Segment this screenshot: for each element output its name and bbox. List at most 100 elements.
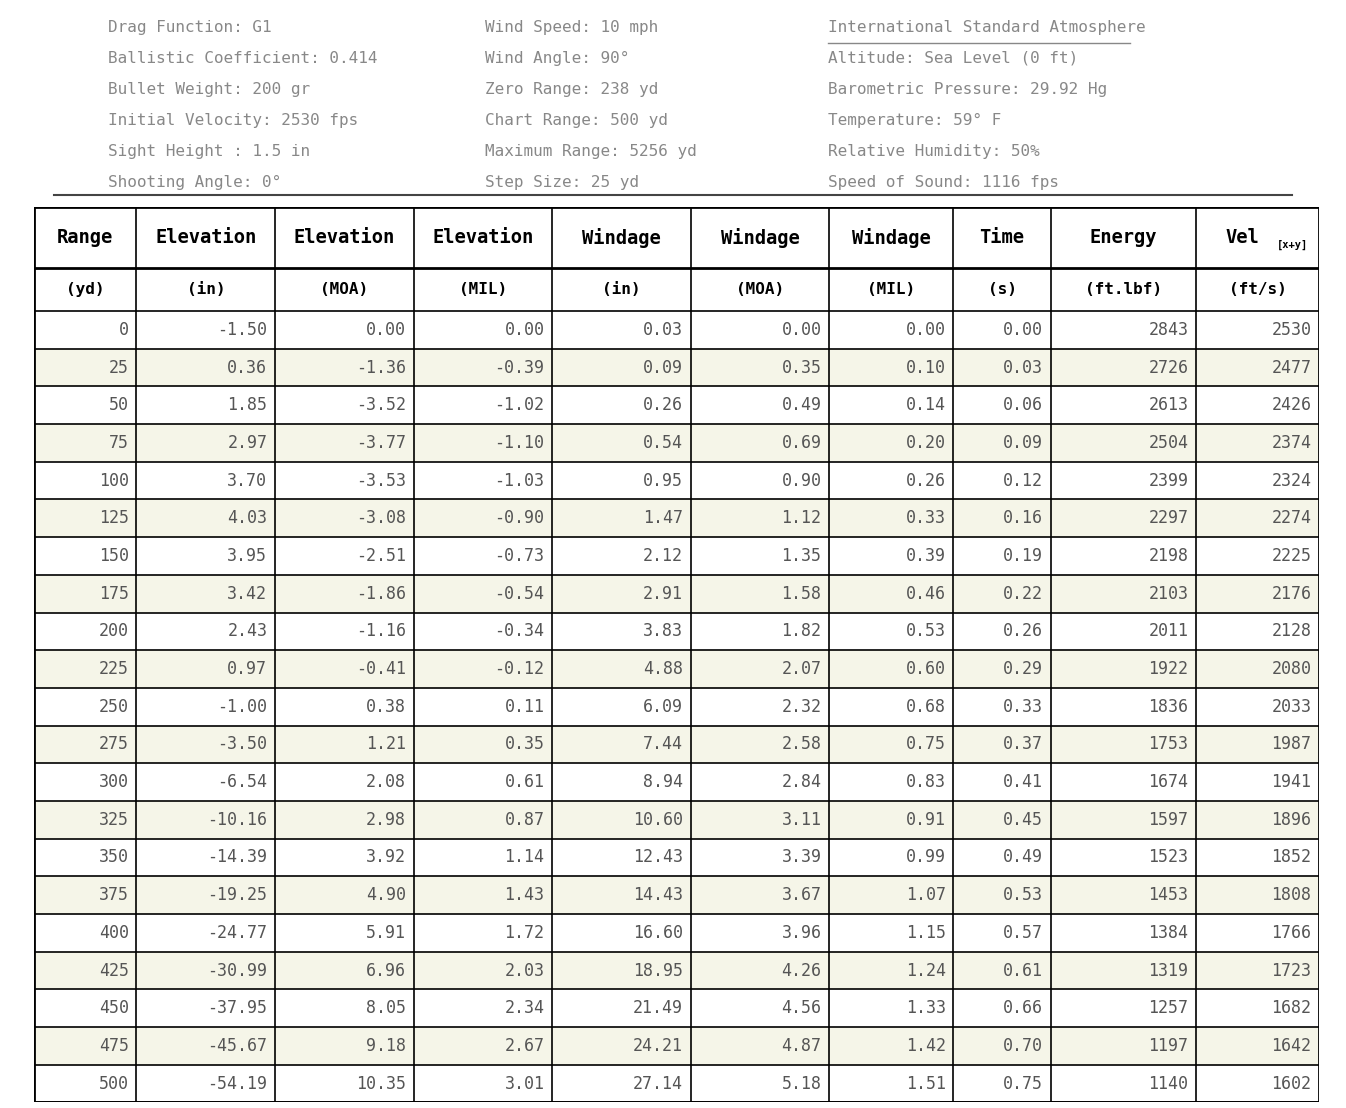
Text: 1.43: 1.43 bbox=[505, 886, 544, 904]
Text: 0.61: 0.61 bbox=[1003, 962, 1043, 979]
Text: 1836: 1836 bbox=[1148, 698, 1189, 716]
Text: 2128: 2128 bbox=[1272, 623, 1311, 640]
Text: 0.20: 0.20 bbox=[906, 434, 946, 452]
Text: 0.75: 0.75 bbox=[906, 736, 946, 753]
Text: 0.36: 0.36 bbox=[227, 359, 268, 377]
Text: -1.10: -1.10 bbox=[494, 434, 544, 452]
Text: 0.10: 0.10 bbox=[906, 359, 946, 377]
Bar bbox=[34, 500, 1319, 537]
Text: Barometric Pressure: 29.92 Hg: Barometric Pressure: 29.92 Hg bbox=[828, 82, 1106, 96]
Bar bbox=[34, 726, 1319, 763]
Bar bbox=[34, 424, 1319, 462]
Bar bbox=[34, 876, 1319, 914]
Text: 1766: 1766 bbox=[1272, 924, 1311, 942]
Text: 10.60: 10.60 bbox=[633, 811, 682, 829]
Text: 1.24: 1.24 bbox=[906, 962, 946, 979]
Text: -37.95: -37.95 bbox=[207, 999, 268, 1017]
Text: 3.70: 3.70 bbox=[227, 472, 268, 490]
Text: -3.53: -3.53 bbox=[355, 472, 406, 490]
Text: 3.39: 3.39 bbox=[782, 849, 821, 866]
Text: Chart Range: 500 yd: Chart Range: 500 yd bbox=[485, 113, 668, 127]
Text: 8.05: 8.05 bbox=[366, 999, 406, 1017]
Text: 1597: 1597 bbox=[1148, 811, 1189, 829]
Text: 1.12: 1.12 bbox=[782, 510, 821, 527]
Text: 2.34: 2.34 bbox=[505, 999, 544, 1017]
Text: 0.53: 0.53 bbox=[1003, 886, 1043, 904]
Text: 0.83: 0.83 bbox=[906, 773, 946, 791]
Text: Drag Function: G1: Drag Function: G1 bbox=[108, 20, 272, 35]
Text: 0.57: 0.57 bbox=[1003, 924, 1043, 942]
Text: 3.96: 3.96 bbox=[782, 924, 821, 942]
Text: 2.12: 2.12 bbox=[643, 547, 682, 565]
Text: -0.34: -0.34 bbox=[494, 623, 544, 640]
Text: (ft.lbf): (ft.lbf) bbox=[1085, 283, 1162, 297]
Text: 2324: 2324 bbox=[1272, 472, 1311, 490]
Text: -0.39: -0.39 bbox=[494, 359, 544, 377]
Text: 0.11: 0.11 bbox=[505, 698, 544, 716]
Text: 2.58: 2.58 bbox=[782, 736, 821, 753]
Text: 2530: 2530 bbox=[1272, 321, 1311, 339]
Text: 8.94: 8.94 bbox=[643, 773, 682, 791]
Text: -1.50: -1.50 bbox=[217, 321, 268, 339]
Text: 0.70: 0.70 bbox=[1003, 1037, 1043, 1055]
Text: 0.41: 0.41 bbox=[1003, 773, 1043, 791]
Text: -0.41: -0.41 bbox=[355, 660, 406, 678]
Text: 125: 125 bbox=[98, 510, 129, 527]
Text: -1.16: -1.16 bbox=[355, 623, 406, 640]
Text: 225: 225 bbox=[98, 660, 129, 678]
Text: 9.18: 9.18 bbox=[366, 1037, 406, 1055]
Text: -0.90: -0.90 bbox=[494, 510, 544, 527]
Text: Step Size: 25 yd: Step Size: 25 yd bbox=[485, 174, 638, 189]
Text: 0.87: 0.87 bbox=[505, 811, 544, 829]
Bar bbox=[34, 462, 1319, 500]
Text: 2.97: 2.97 bbox=[227, 434, 268, 452]
Text: 0.91: 0.91 bbox=[906, 811, 946, 829]
Text: 0.14: 0.14 bbox=[906, 397, 946, 414]
Text: 1.35: 1.35 bbox=[782, 547, 821, 565]
Text: 75: 75 bbox=[109, 434, 129, 452]
Bar bbox=[34, 311, 1319, 349]
Text: 0.66: 0.66 bbox=[1003, 999, 1043, 1017]
Text: (s): (s) bbox=[988, 283, 1016, 297]
Text: Speed of Sound: 1116 fps: Speed of Sound: 1116 fps bbox=[828, 174, 1059, 189]
Text: 1674: 1674 bbox=[1148, 773, 1189, 791]
Text: 0.00: 0.00 bbox=[906, 321, 946, 339]
Bar bbox=[34, 268, 1319, 311]
Text: 5.91: 5.91 bbox=[366, 924, 406, 942]
Text: 425: 425 bbox=[98, 962, 129, 979]
Text: Altitude: Sea Level (0 ft): Altitude: Sea Level (0 ft) bbox=[828, 51, 1078, 65]
Text: 0.35: 0.35 bbox=[782, 359, 821, 377]
Text: -45.67: -45.67 bbox=[207, 1037, 268, 1055]
Text: 0.97: 0.97 bbox=[227, 660, 268, 678]
Bar bbox=[34, 801, 1319, 839]
Text: 4.87: 4.87 bbox=[782, 1037, 821, 1055]
Text: 12.43: 12.43 bbox=[633, 849, 682, 866]
Text: (in): (in) bbox=[602, 283, 641, 297]
Text: 1197: 1197 bbox=[1148, 1037, 1189, 1055]
Text: 6.96: 6.96 bbox=[366, 962, 406, 979]
Text: 4.90: 4.90 bbox=[366, 886, 406, 904]
Text: 0.06: 0.06 bbox=[1003, 397, 1043, 414]
Text: -0.12: -0.12 bbox=[494, 660, 544, 678]
Text: 0.12: 0.12 bbox=[1003, 472, 1043, 490]
Text: 3.42: 3.42 bbox=[227, 585, 268, 603]
Text: 0.26: 0.26 bbox=[1003, 623, 1043, 640]
Text: Windage: Windage bbox=[581, 227, 661, 247]
Text: 0.33: 0.33 bbox=[906, 510, 946, 527]
Text: 0.95: 0.95 bbox=[643, 472, 682, 490]
Text: 0.61: 0.61 bbox=[505, 773, 544, 791]
Text: 3.83: 3.83 bbox=[643, 623, 682, 640]
Text: Bullet Weight: 200 gr: Bullet Weight: 200 gr bbox=[108, 82, 310, 96]
Text: 6.09: 6.09 bbox=[643, 698, 682, 716]
Text: -0.73: -0.73 bbox=[494, 547, 544, 565]
Text: 2.67: 2.67 bbox=[505, 1037, 544, 1055]
Text: 0.35: 0.35 bbox=[505, 736, 544, 753]
Text: Temperature: 59° F: Temperature: 59° F bbox=[828, 113, 1001, 127]
Text: -10.16: -10.16 bbox=[207, 811, 268, 829]
Text: -24.77: -24.77 bbox=[207, 924, 268, 942]
Text: 400: 400 bbox=[98, 924, 129, 942]
Text: 0.16: 0.16 bbox=[1003, 510, 1043, 527]
Text: 450: 450 bbox=[98, 999, 129, 1017]
Text: 0.90: 0.90 bbox=[782, 472, 821, 490]
Text: 1.85: 1.85 bbox=[227, 397, 268, 414]
